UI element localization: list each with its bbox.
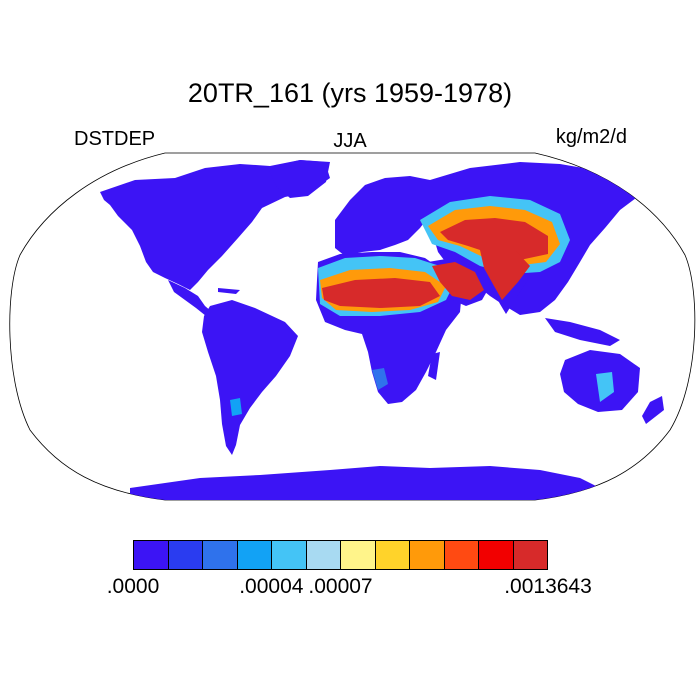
antarctica: [130, 466, 600, 500]
patagonia-spot: [230, 398, 242, 416]
new-zealand: [642, 396, 664, 424]
units-label: kg/m2/d: [555, 126, 627, 148]
central-asia-core: [440, 218, 548, 260]
australia-spot: [596, 372, 614, 402]
plot-title: 20TR_161 (yrs 1959-1978): [187, 78, 513, 108]
colorbar-tick-label: .00007: [308, 575, 373, 598]
variable-label: DSTDEP: [74, 128, 156, 150]
caribbean: [218, 288, 240, 294]
colorbar-bin: [513, 541, 547, 569]
central-america: [168, 280, 212, 316]
greenland: [268, 160, 330, 198]
colorbar-bin: [306, 541, 341, 569]
europe: [335, 176, 440, 256]
world-map: [9, 152, 696, 501]
colorbar-bin: [272, 541, 307, 569]
arabia-core: [432, 262, 484, 300]
se-asia-islands: [545, 318, 620, 346]
north-america: [100, 160, 330, 290]
colorbar-bin: [341, 541, 376, 569]
colorbar-bin: [444, 541, 479, 569]
colorbar-bin: [410, 541, 445, 569]
sahara-core: [322, 278, 440, 308]
colorbar-bin: [479, 541, 514, 569]
south-america: [202, 300, 298, 455]
colorbar-bin: [134, 541, 169, 569]
colorbar-bin: [237, 541, 272, 569]
southern-africa-spot: [372, 368, 388, 390]
colorbar: [133, 540, 548, 570]
colorbar-bin: [375, 541, 410, 569]
colorbar-tick-label: .0000: [106, 575, 160, 598]
colorbar-tick-label: .0013643: [504, 575, 592, 598]
madagascar: [428, 352, 440, 380]
colorbar-bin: [168, 541, 203, 569]
indo-gangetic-core: [480, 250, 530, 300]
season-label: JJA: [333, 130, 367, 152]
colorbar-tick-label: .00004: [239, 575, 304, 598]
colorbar-bin: [203, 541, 238, 569]
